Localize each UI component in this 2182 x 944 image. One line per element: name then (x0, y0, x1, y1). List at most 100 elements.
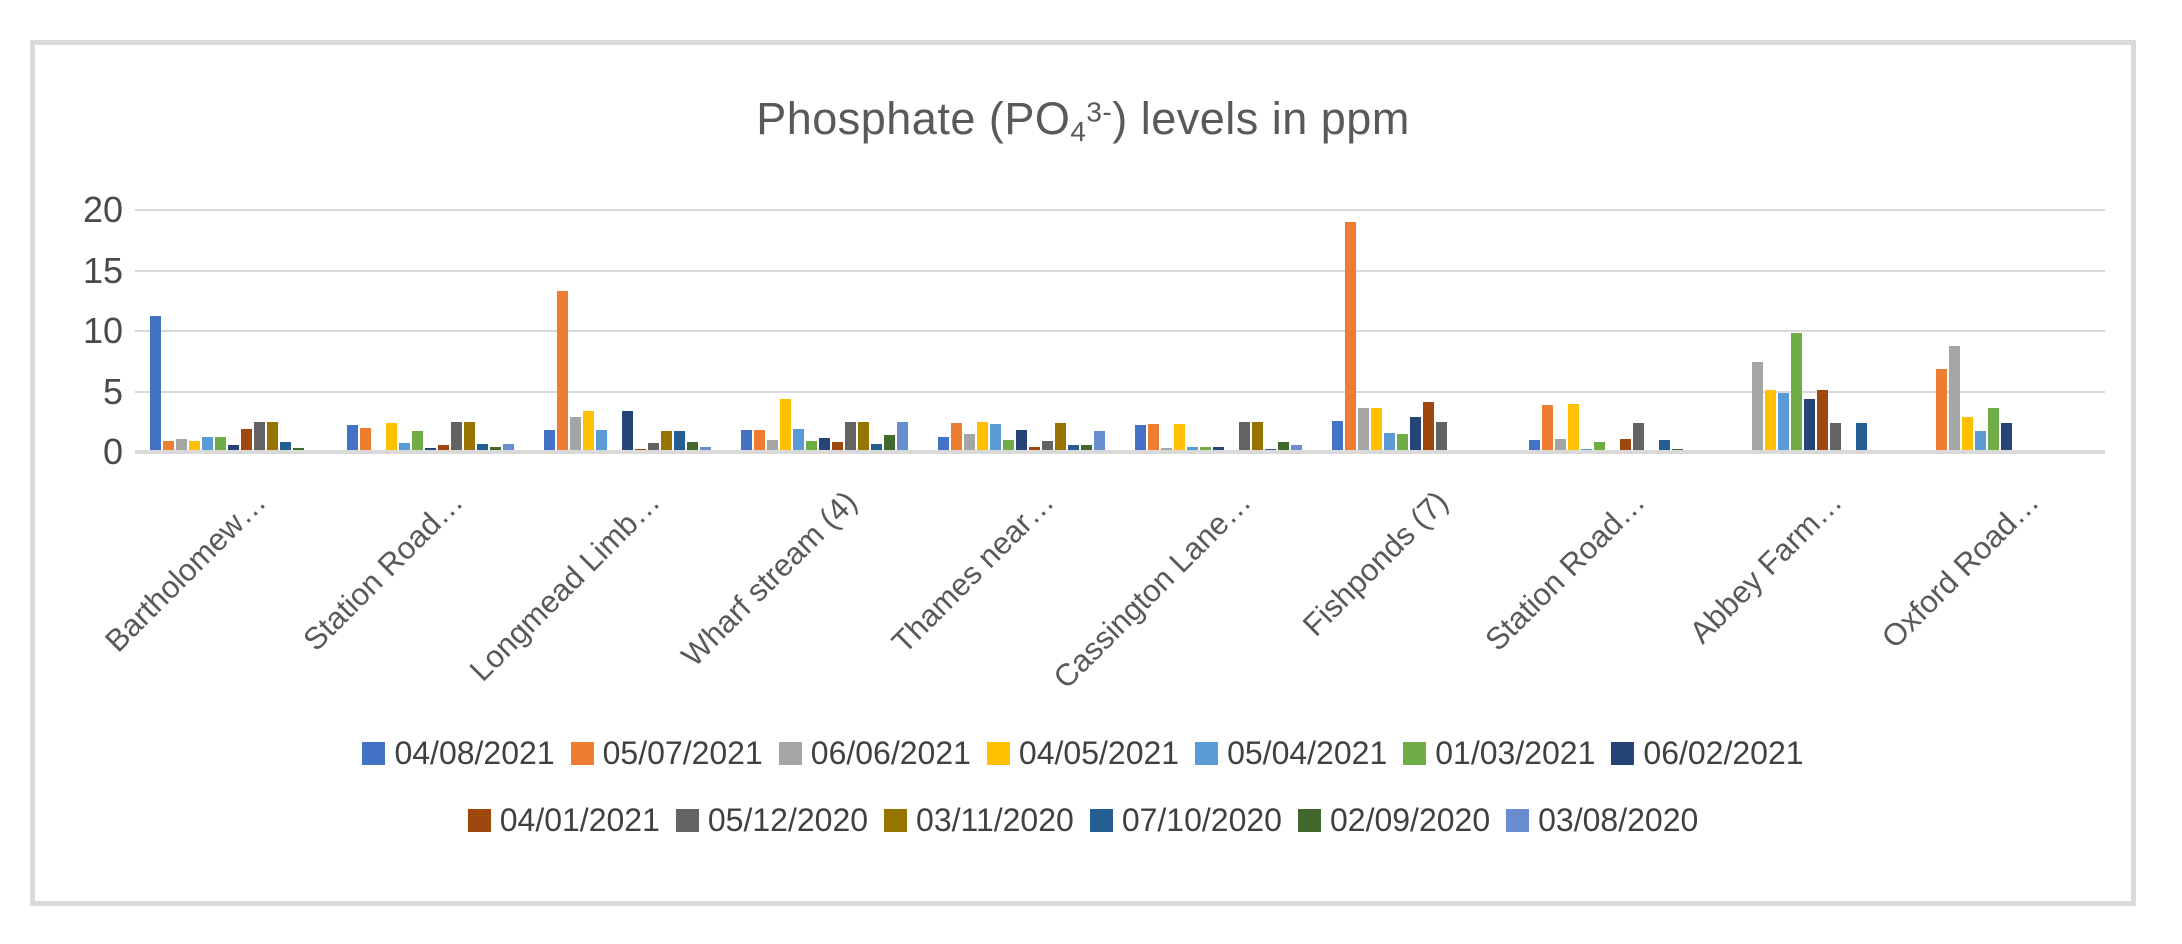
bar[interactable] (1213, 447, 1224, 452)
bar[interactable] (1633, 423, 1644, 452)
chart-frame[interactable]: Phosphate (PO43-) levels in ppm 0 5 10 15 20… (30, 40, 2136, 906)
bar[interactable] (438, 445, 449, 452)
bar[interactable] (1174, 424, 1185, 452)
bar[interactable] (267, 422, 278, 452)
bar[interactable] (189, 441, 200, 452)
legend-item[interactable]: 04/01/2021 (467, 802, 660, 839)
bar[interactable] (1542, 405, 1553, 452)
bar[interactable] (1291, 445, 1302, 452)
bar[interactable] (477, 444, 488, 452)
bar[interactable] (977, 422, 988, 452)
bar[interactable] (1856, 423, 1867, 452)
bar[interactable] (1332, 421, 1343, 452)
bar[interactable] (767, 440, 778, 452)
bar[interactable] (741, 430, 752, 452)
bar[interactable] (1962, 417, 1973, 452)
bar[interactable] (1384, 433, 1395, 452)
bar[interactable] (1003, 440, 1014, 452)
legend-item[interactable]: 05/07/2021 (570, 735, 763, 772)
bar[interactable] (583, 411, 594, 452)
bar[interactable] (1778, 393, 1789, 452)
legend-item[interactable]: 07/10/2020 (1089, 802, 1282, 839)
bar[interactable] (780, 399, 791, 452)
bar[interactable] (754, 430, 765, 452)
bar[interactable] (858, 422, 869, 452)
bar[interactable] (806, 441, 817, 452)
bar[interactable] (1358, 408, 1369, 452)
bar[interactable] (1594, 442, 1605, 452)
bar[interactable] (1817, 390, 1828, 452)
bar[interactable] (215, 437, 226, 452)
bar[interactable] (1975, 431, 1986, 452)
bar[interactable] (1200, 447, 1211, 452)
bar[interactable] (570, 417, 581, 452)
bar[interactable] (1055, 423, 1066, 452)
bar[interactable] (871, 444, 882, 452)
bar[interactable] (1529, 440, 1540, 452)
bar[interactable] (1187, 447, 1198, 452)
bar[interactable] (648, 443, 659, 452)
bar[interactable] (412, 431, 423, 452)
bar[interactable] (1555, 439, 1566, 452)
bar[interactable] (1659, 440, 1670, 452)
bar[interactable] (1752, 362, 1763, 452)
bar[interactable] (490, 447, 501, 452)
legend-item[interactable]: 01/03/2021 (1403, 735, 1595, 772)
bar[interactable] (951, 423, 962, 452)
bar[interactable] (163, 441, 174, 452)
bar[interactable] (399, 443, 410, 452)
legend-item[interactable]: 06/02/2021 (1611, 735, 1804, 772)
bar[interactable] (1410, 417, 1421, 452)
bar[interactable] (1148, 424, 1159, 452)
bar[interactable] (1423, 402, 1434, 452)
bar[interactable] (150, 316, 161, 452)
bar[interactable] (280, 442, 291, 452)
bar[interactable] (1278, 442, 1289, 452)
bar[interactable] (1436, 422, 1447, 452)
bar[interactable] (793, 429, 804, 452)
bar[interactable] (254, 422, 265, 452)
bar[interactable] (661, 431, 672, 452)
bar[interactable] (1239, 422, 1250, 452)
bar[interactable] (1371, 408, 1382, 452)
bar[interactable] (503, 444, 514, 452)
bar[interactable] (1094, 431, 1105, 452)
bar[interactable] (1016, 430, 1027, 452)
bar[interactable] (1068, 445, 1079, 452)
bar[interactable] (1949, 346, 1960, 452)
bar[interactable] (1042, 441, 1053, 452)
bar[interactable] (1345, 222, 1356, 452)
bar[interactable] (360, 428, 371, 452)
bar[interactable] (819, 438, 830, 452)
bar[interactable] (464, 422, 475, 452)
bar[interactable] (176, 439, 187, 452)
bar[interactable] (1765, 390, 1776, 452)
legend-item[interactable]: 03/08/2020 (1506, 802, 1698, 839)
legend-item[interactable]: 05/04/2021 (1195, 735, 1387, 772)
bar[interactable] (687, 442, 698, 452)
bar[interactable] (228, 445, 239, 452)
bar[interactable] (700, 447, 711, 452)
bar[interactable] (884, 435, 895, 452)
bar[interactable] (845, 422, 856, 452)
bar[interactable] (897, 422, 908, 452)
bar[interactable] (241, 429, 252, 452)
bar[interactable] (1988, 408, 1999, 452)
bar[interactable] (1252, 422, 1263, 452)
bar[interactable] (1936, 369, 1947, 452)
legend-item[interactable]: 04/05/2021 (986, 735, 1179, 772)
bar[interactable] (1135, 425, 1146, 452)
bar[interactable] (544, 430, 555, 452)
bar[interactable] (964, 434, 975, 452)
legend-item[interactable]: 04/08/2021 (362, 735, 555, 772)
bar[interactable] (938, 437, 949, 452)
bar[interactable] (596, 430, 607, 452)
bar[interactable] (1081, 445, 1092, 452)
bar[interactable] (990, 424, 1001, 452)
bar[interactable] (674, 431, 685, 452)
bar[interactable] (202, 437, 213, 452)
bar[interactable] (1791, 333, 1802, 452)
bar[interactable] (386, 423, 397, 452)
legend-item[interactable]: 03/11/2020 (884, 802, 1074, 839)
legend-item[interactable]: 02/09/2020 (1297, 802, 1490, 839)
